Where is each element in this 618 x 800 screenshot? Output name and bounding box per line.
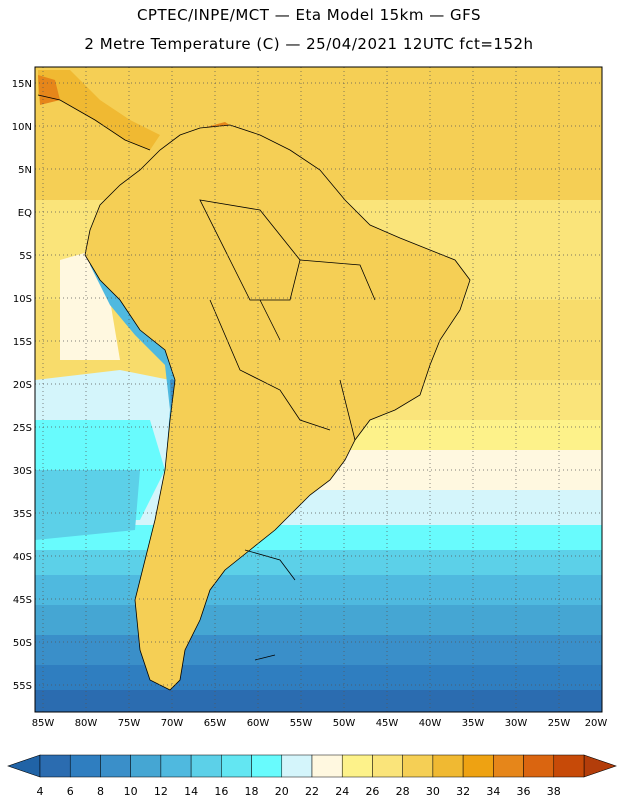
colorbar-swatch (311, 754, 343, 778)
longitude-axis: 85W 80W 75W 70W 65W 60W 55W 50W 45W 40W … (32, 718, 608, 729)
colorbar-label: 10 (124, 785, 138, 798)
colorbar-swatch (341, 754, 373, 778)
lat-label: 20S (13, 380, 32, 391)
lat-label: 50S (13, 638, 32, 649)
colorbar-swatch (523, 754, 555, 778)
lat-label: 5N (18, 165, 32, 176)
colorbar-label: 16 (214, 785, 228, 798)
lon-label: 45W (376, 718, 399, 729)
lon-label: 40W (419, 718, 442, 729)
lat-label: 10S (13, 294, 32, 305)
lat-label: 5S (19, 251, 32, 262)
lon-label: 80W (75, 718, 98, 729)
map-subtitle: 2 Metre Temperature (C) — 25/04/2021 12U… (84, 35, 534, 53)
colorbar-label: 4 (37, 785, 44, 798)
colorbar-swatch (493, 754, 524, 778)
lat-label: 15S (13, 337, 32, 348)
lon-label: 50W (333, 718, 356, 729)
colorbar-under-triangle (7, 754, 41, 778)
lon-label: 20W (585, 718, 608, 729)
colorbar-swatch (100, 754, 131, 778)
coastlines (37, 94, 471, 691)
colorbar-label: 18 (245, 785, 259, 798)
lat-label: 30S (13, 466, 32, 477)
colorbar-label: 26 (365, 785, 379, 798)
colorbar-label: 28 (396, 785, 410, 798)
colorbar-swatch (251, 754, 283, 778)
colorbar-swatch (130, 754, 162, 778)
map-frame (34, 66, 603, 713)
colorbar-swatch (462, 754, 494, 778)
lon-label: 75W (118, 718, 141, 729)
colorbar-swatch (281, 754, 313, 778)
lat-label: 45S (13, 595, 32, 606)
lat-label: 15N (12, 79, 32, 90)
colorbar-label: 14 (184, 785, 198, 798)
colorbar-swatch (432, 754, 464, 778)
colorbar-label: 30 (426, 785, 440, 798)
colorbar-label: 32 (456, 785, 470, 798)
colorbar-swatch (190, 754, 222, 778)
colorbar-label: 36 (517, 785, 531, 798)
lon-label: 65W (204, 718, 227, 729)
lon-label: 25W (548, 718, 571, 729)
colorbar-over-triangle (583, 754, 617, 778)
colorbar-swatch (372, 754, 403, 778)
colorbar-swatch (221, 754, 252, 778)
colorbar-swatch (553, 754, 585, 778)
lon-label: 55W (290, 718, 313, 729)
colorbar-label: 8 (97, 785, 104, 798)
colorbar-label: 12 (154, 785, 168, 798)
colorbar-swatch (39, 754, 71, 778)
lon-label: 35W (462, 718, 485, 729)
latitude-axis: 15N 10N 5N EQ 5S 10S 15S 20S 25S 30S 35S… (12, 79, 32, 692)
lat-label: 25S (13, 423, 32, 434)
colorbar-label: 22 (305, 785, 319, 798)
colorbar-label: 34 (486, 785, 500, 798)
lon-label: 70W (161, 718, 184, 729)
colorbar-swatch (402, 754, 434, 778)
lat-label: 10N (12, 122, 32, 133)
lat-label: EQ (18, 208, 32, 219)
lat-label: 35S (13, 509, 32, 520)
lat-label: 40S (13, 552, 32, 563)
graticule (35, 67, 602, 712)
lon-label: 30W (505, 718, 528, 729)
lon-label: 60W (247, 718, 270, 729)
lon-label: 85W (32, 718, 55, 729)
colorbar: 4 6 8 10 12 14 16 18 20 22 24 26 28 30 32 34 36 38 (7, 754, 617, 798)
colorbar-label: 38 (547, 785, 561, 798)
colorbar-label: 20 (275, 785, 289, 798)
colorbar-swatch (160, 754, 192, 778)
colorbar-label: 6 (67, 785, 74, 798)
lat-label: 55S (13, 681, 32, 692)
colorbar-swatch (69, 754, 101, 778)
colorbar-label: 24 (335, 785, 349, 798)
map-title: CPTEC/INPE/MCT — Eta Model 15km — GFS (136, 6, 482, 24)
